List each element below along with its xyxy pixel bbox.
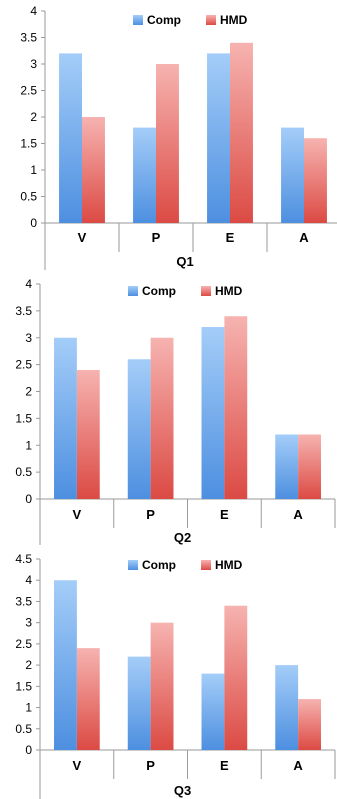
category-label-p: P (152, 230, 161, 245)
y-tick-label: 3.5 (20, 31, 37, 45)
legend-label-hmd: HMD (220, 13, 248, 27)
y-tick-label: 2.5 (15, 637, 32, 651)
category-label-v: V (73, 507, 82, 522)
y-tick-label: 3 (25, 331, 32, 345)
category-label-p: P (146, 758, 155, 773)
legend-swatch-hmd (201, 286, 211, 296)
y-tick-label: 0.5 (15, 465, 32, 479)
bar-hmd-p (150, 337, 174, 499)
bar-comp-e (201, 327, 225, 499)
y-tick-label: 1 (30, 163, 37, 177)
bar-hmd-e (224, 316, 248, 499)
legend-swatch-comp (128, 560, 138, 570)
legend-label-hmd: HMD (215, 558, 243, 572)
bar-hmd-a (298, 434, 321, 499)
y-tick-label: 0.5 (15, 722, 32, 736)
chart-title: Q1 (176, 254, 193, 269)
legend-label-comp: Comp (142, 558, 176, 572)
y-tick-label: 1.5 (15, 411, 32, 425)
category-label-a: A (299, 230, 309, 245)
bar-hmd-p (150, 622, 174, 750)
bar-comp-e (201, 673, 225, 750)
y-tick-label: 2.5 (20, 84, 37, 98)
y-tick-label: 3.5 (15, 594, 32, 608)
category-label-v: V (78, 230, 87, 245)
legend-swatch-hmd (206, 15, 216, 25)
y-tick-label: 3.5 (15, 304, 32, 318)
y-tick-label: 0.5 (20, 190, 37, 204)
category-label-e: E (226, 230, 235, 245)
legend-label-comp: Comp (147, 13, 181, 27)
bar-comp-v (54, 580, 77, 750)
y-tick-label: 2 (25, 385, 32, 399)
chart-title: Q3 (174, 783, 191, 798)
category-label-e: E (220, 758, 229, 773)
y-tick-label: 4 (25, 277, 32, 291)
y-tick-label: 1.5 (20, 137, 37, 151)
bar-hmd-a (298, 699, 321, 750)
category-label-a: A (293, 507, 303, 522)
bar-comp-a (281, 127, 304, 223)
category-label-a: A (293, 758, 303, 773)
y-tick-label: 2.5 (15, 358, 32, 372)
bar-comp-v (54, 337, 77, 499)
bar-comp-p (127, 656, 151, 750)
y-tick-label: 4 (25, 573, 32, 587)
bar-hmd-v (76, 648, 100, 750)
chart-q2: 0 0.5 1 1.5 2 2.5 3 3.5 4 V P E A Q2 Comp HMD (15, 277, 336, 545)
bar-comp-a (275, 665, 299, 750)
y-tick-label: 4 (30, 4, 37, 18)
legend-label-comp: Comp (142, 284, 176, 298)
y-tick-label: 3 (30, 57, 37, 71)
bar-comp-v (59, 53, 82, 224)
bar-hmd-a (304, 138, 327, 223)
bar-hmd-v (76, 370, 100, 499)
legend-swatch-hmd (201, 560, 211, 570)
bar-hmd-p (156, 64, 179, 223)
category-label-e: E (220, 507, 229, 522)
chart-q1: 0 0.5 1 1.5 2 2.5 3 3.5 4 V P E A Q1 Comp HMD (20, 4, 337, 270)
y-tick-label: 0 (25, 743, 32, 757)
bar-comp-e (207, 53, 230, 224)
bar-hmd-v (82, 117, 105, 223)
legend-swatch-comp (128, 286, 138, 296)
bar-hmd-e (224, 605, 248, 750)
category-label-p: P (146, 507, 155, 522)
y-tick-label: 3 (25, 616, 32, 630)
y-tick-label: 2 (25, 658, 32, 672)
y-tick-label: 1.5 (15, 679, 32, 693)
bar-comp-p (127, 359, 151, 499)
legend-swatch-comp (133, 15, 143, 25)
y-tick-label: 0 (25, 492, 32, 506)
chart-title: Q2 (174, 530, 191, 545)
bar-comp-p (133, 127, 156, 223)
bar-hmd-e (230, 42, 253, 223)
y-tick-label: 1 (25, 701, 32, 715)
y-tick-label: 2 (30, 110, 37, 124)
legend-label-hmd: HMD (215, 284, 243, 298)
chart-q3: 0 0.5 1 1.5 2 2.5 3 3.5 4 4.5 V P E A Q3 Comp HMD (15, 552, 336, 799)
y-tick-label: 4.5 (15, 552, 32, 566)
category-label-v: V (73, 758, 82, 773)
y-tick-label: 1 (25, 438, 32, 452)
bar-comp-a (275, 434, 299, 499)
y-tick-label: 0 (30, 216, 37, 230)
